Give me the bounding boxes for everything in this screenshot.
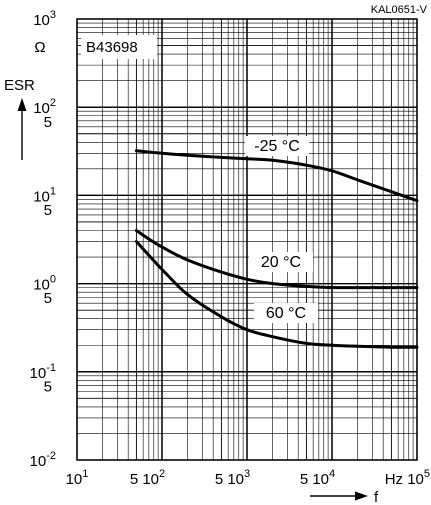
- y-axis-label: ESR: [4, 77, 35, 94]
- y-tick-label: 102: [33, 97, 56, 117]
- y-tick-label: 10-1: [30, 362, 56, 382]
- series-line: [134, 240, 419, 349]
- series-labels: -25 °C 20 °C 60 °C: [245, 136, 318, 323]
- series-label-bg: [249, 252, 313, 272]
- part-label: B43698: [86, 39, 138, 56]
- series-label: 20 °C: [261, 254, 301, 271]
- x-tick-label: Hz 105: [385, 468, 430, 488]
- series-line: [134, 229, 419, 290]
- x-tick-labels: 101 5 102 5 103 5 104 Hz 105: [66, 468, 430, 488]
- series-line: [134, 149, 419, 203]
- y-tick-label: 103: [33, 9, 56, 29]
- plot-frame: [76, 18, 418, 461]
- x-axis-label: f: [374, 489, 379, 505]
- grid-lines: [76, 18, 418, 461]
- x-tick-label: 5 102: [130, 468, 165, 488]
- y-tick-label: 101: [33, 185, 56, 205]
- y-tick-label: 100: [33, 274, 56, 294]
- x-tick-label: 101: [66, 468, 89, 488]
- y-tick-label: 5: [44, 290, 52, 307]
- x-axis-arrow: [310, 491, 368, 501]
- series-label-bg: [254, 303, 318, 323]
- y-tick-label: 5: [44, 378, 52, 395]
- x-tick-label: 5 103: [215, 468, 250, 488]
- series-label: -25 °C: [254, 138, 300, 155]
- y-tick-label: 5: [44, 114, 52, 131]
- series-lines: [134, 149, 419, 349]
- y-unit: Ω: [34, 39, 45, 56]
- y-tick-label: 5: [44, 202, 52, 219]
- x-tick-label: 5 104: [300, 468, 335, 488]
- series-label: 60 °C: [266, 305, 306, 322]
- y-axis-arrow: [17, 98, 27, 160]
- series-label-bg: [245, 136, 309, 156]
- y-tick-label: 10-2: [30, 450, 56, 470]
- figure-code: KAL0651-V: [371, 4, 428, 16]
- part-label-box: [81, 35, 157, 59]
